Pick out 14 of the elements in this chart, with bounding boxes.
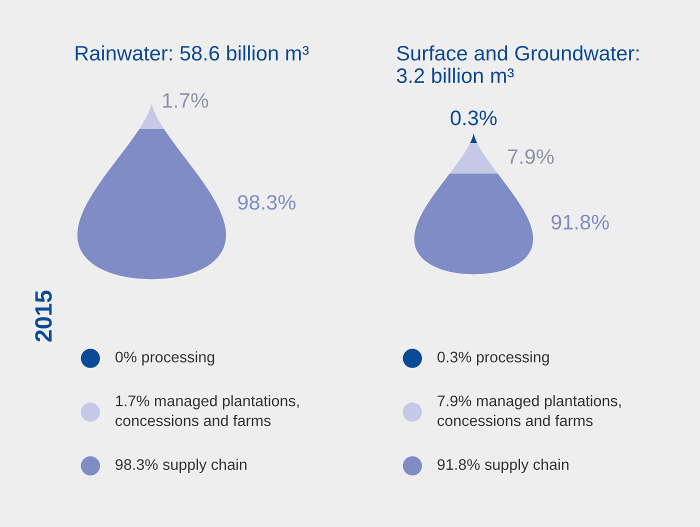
text: Rainwater: 58.6 billion m³ <box>76 45 309 61</box>
text: Surface and Groundwater: 3.2 billion m³ <box>396 45 639 84</box>
data-label: 7.9% <box>508 149 554 164</box>
text: 98.3% supply chain <box>116 458 246 473</box>
text: 1.7% managed plantations, concessions and farms <box>116 395 299 426</box>
text: 0.3% processing <box>438 351 549 366</box>
data-label: 0.3% <box>450 110 497 126</box>
text: 0% processing <box>116 351 214 366</box>
data-label: 1.7% <box>163 93 208 108</box>
text: 7.9% managed plantations, concessions and farms <box>438 395 621 426</box>
text: 2015 <box>35 290 52 342</box>
data-label: 98.3% <box>238 194 296 210</box>
data-label: 91.8% <box>552 214 609 230</box>
text: 91.8% supply chain <box>438 458 568 473</box>
